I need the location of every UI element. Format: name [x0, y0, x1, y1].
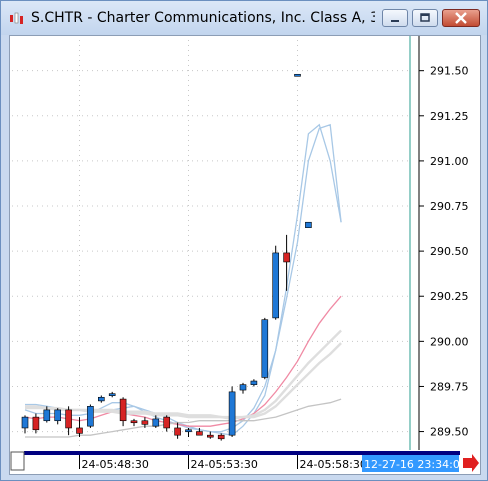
- price-tick-label: 289.50: [430, 426, 469, 439]
- price-tick-label: 290.00: [430, 335, 469, 348]
- candle-body: [239, 384, 247, 391]
- candle: [152, 415, 160, 428]
- moving-average-line: [25, 342, 342, 421]
- price-tick-label: 291.00: [430, 155, 469, 168]
- candle: [130, 418, 138, 427]
- candle-body: [207, 434, 214, 438]
- candle: [250, 379, 258, 387]
- candle-body: [87, 406, 94, 427]
- candle-body: [130, 420, 138, 424]
- candle: [174, 422, 181, 439]
- minimize-icon: [391, 20, 399, 22]
- candle-body: [54, 409, 62, 422]
- moving-average-line: [25, 329, 342, 419]
- candle: [196, 427, 203, 436]
- candle-body: [141, 420, 149, 425]
- time-scroll-bar[interactable]: [24, 451, 460, 455]
- candle-body: [152, 418, 160, 427]
- candle-body: [163, 416, 170, 429]
- candle: [87, 404, 94, 428]
- title-bar[interactable]: S.CHTR - Charter Communications, Inc. Cl…: [1, 1, 487, 35]
- close-icon: [455, 12, 467, 24]
- candle: [228, 386, 236, 437]
- candle-body: [21, 416, 29, 429]
- candle-body: [294, 73, 301, 77]
- current-time-highlight: [362, 455, 459, 472]
- candle: [141, 417, 149, 428]
- candle-body: [217, 434, 225, 440]
- price-tick-label: 290.75: [430, 200, 469, 213]
- moving-average-line: [24, 123, 342, 433]
- candle-body: [174, 427, 181, 436]
- candle-body: [305, 221, 312, 228]
- candle-body: [185, 429, 192, 433]
- candle: [108, 391, 116, 398]
- price-tick-label: 291.25: [430, 110, 469, 123]
- candle: [294, 73, 301, 77]
- candle-body: [65, 409, 72, 429]
- candle-body: [283, 252, 290, 263]
- candle-body: [272, 252, 280, 319]
- candle: [261, 317, 269, 380]
- candle: [283, 234, 290, 291]
- candle: [21, 415, 29, 434]
- candle: [207, 431, 214, 439]
- price-tick-label: 291.50: [430, 65, 469, 78]
- maximize-icon: [420, 13, 430, 22]
- candle: [163, 415, 170, 432]
- moving-average-line: [25, 398, 342, 438]
- candle-body: [32, 416, 40, 431]
- price-chart[interactable]: 289.50 289.75 290.00 290.25 290.50 290.75 291.…: [10, 36, 480, 474]
- grid: [12, 40, 410, 446]
- candle-body: [119, 398, 127, 422]
- candle-body: [228, 391, 236, 436]
- moving-averages: [24, 123, 342, 438]
- scroll-right-arrow-icon[interactable]: [463, 454, 479, 472]
- candle: [98, 395, 105, 403]
- candle-body: [98, 396, 105, 402]
- moving-average-line: [24, 295, 342, 427]
- candle: [32, 413, 40, 434]
- candle-body: [108, 393, 116, 396]
- candle: [239, 382, 247, 394]
- candle: [272, 245, 280, 320]
- maximize-button[interactable]: [412, 9, 438, 27]
- time-scroll-handle[interactable]: [10, 451, 25, 471]
- minimize-button[interactable]: [382, 9, 408, 27]
- candle: [54, 408, 62, 425]
- candle-body: [196, 431, 203, 436]
- candle: [119, 397, 127, 427]
- price-tick-label: 289.75: [430, 380, 469, 393]
- time-tick-label: 24-05:53:30: [191, 458, 258, 471]
- time-axis: 24-05:48:30 24-05:53:30 24-05:58:30: [79, 455, 367, 471]
- candle: [43, 406, 51, 423]
- time-tick-label: 24-05:48:30: [82, 458, 149, 471]
- candle: [76, 417, 83, 437]
- price-axis: 289.50 289.75 290.00 290.25 290.50 290.75 291.…: [419, 65, 469, 439]
- candle: [65, 406, 72, 436]
- time-tick-label: 24-05:58:30: [300, 458, 367, 471]
- window-title: S.CHTR - Charter Communications, Inc. Cl…: [31, 10, 375, 26]
- price-tick-label: 290.50: [430, 245, 469, 258]
- candle: [217, 433, 225, 441]
- price-tick-label: 290.25: [430, 290, 469, 303]
- candle-body: [43, 409, 51, 422]
- chart-area[interactable]: 289.50 289.75 290.00 290.25 290.50 290.75 291.…: [9, 35, 481, 475]
- close-button[interactable]: [442, 9, 480, 27]
- candle: [185, 427, 192, 437]
- candles: [21, 73, 312, 441]
- candle-body: [261, 319, 269, 378]
- current-time-label: 12-27-16 23:34:00: [364, 458, 467, 471]
- candle-body: [76, 427, 83, 434]
- candle-body: [250, 380, 258, 385]
- chart-app-icon: [10, 12, 23, 24]
- candle: [305, 221, 312, 228]
